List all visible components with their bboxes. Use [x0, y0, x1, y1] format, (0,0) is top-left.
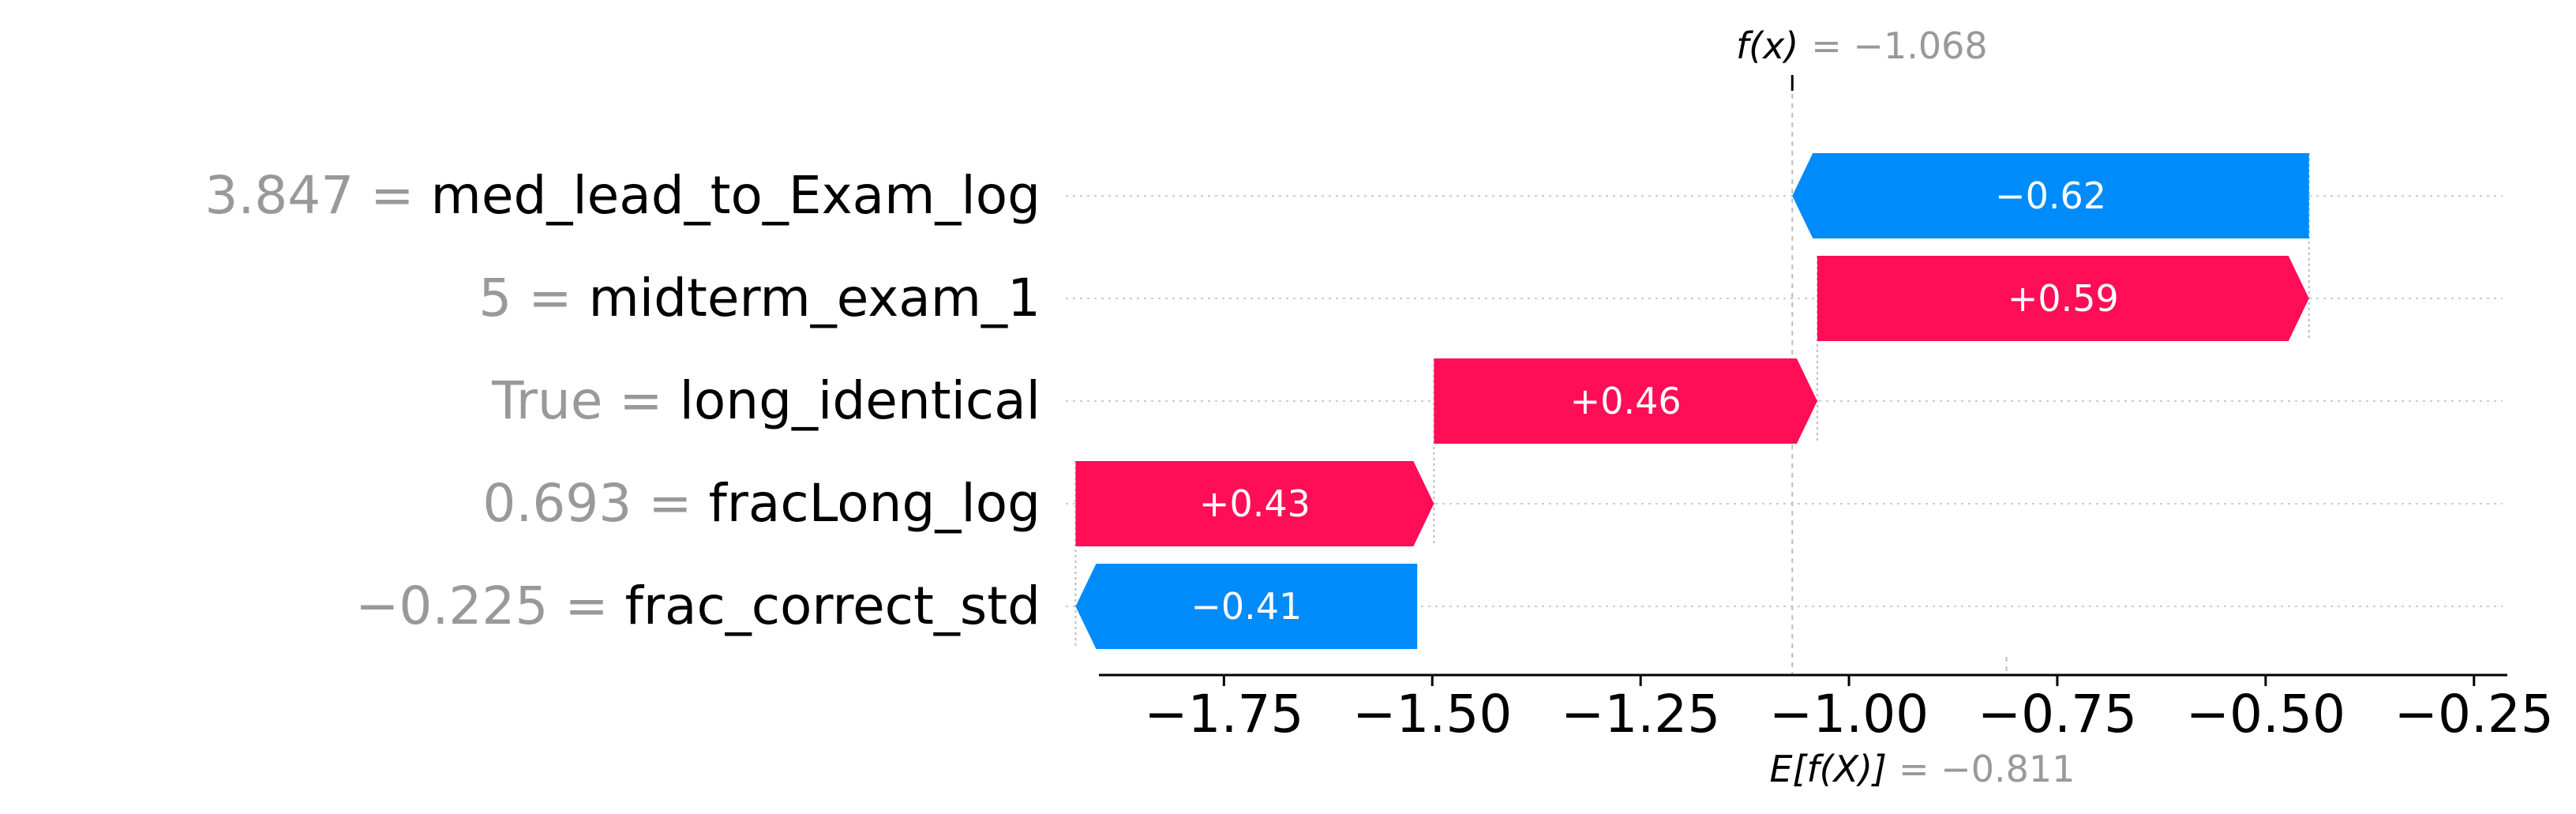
x-tick-label: −1.00: [1769, 684, 1929, 745]
feature-value: 3.847 =: [204, 165, 430, 226]
ex-value: = −0.811: [1899, 748, 2075, 790]
bar-value-label: +0.46: [1570, 380, 1682, 422]
feature-name: med_lead_to_Exam_log: [431, 165, 1041, 226]
feature-label: 3.847 = med_lead_to_Exam_log: [204, 165, 1041, 226]
bar-value-label: +0.59: [2008, 277, 2119, 320]
fx-annotation: f(x) = −1.068: [1736, 24, 1988, 67]
feature-labels: 3.847 = med_lead_to_Exam_log 5 = midterm_…: [204, 165, 1041, 636]
feature-value: 5 =: [478, 268, 588, 328]
x-tick-label: −0.50: [2186, 684, 2345, 745]
bar-value-label: +0.43: [1199, 482, 1310, 525]
x-tick-label: −1.25: [1561, 684, 1720, 745]
ex-label: E[f(X)]: [1769, 748, 1887, 790]
feature-label: True = long_identical: [491, 370, 1041, 431]
positive-bar: [1075, 461, 1434, 546]
feature-name: frac_correct_std: [625, 576, 1041, 636]
bars: −0.62 +0.59 +0.46 +0.43 −0.41: [1075, 153, 2309, 649]
feature-label: 5 = midterm_exam_1: [478, 268, 1041, 328]
feature-label: −0.225 = frac_correct_std: [355, 576, 1041, 636]
feature-name: long_identical: [680, 370, 1041, 431]
fx-value: = −1.068: [1811, 24, 1987, 67]
x-tick-label: −1.75: [1144, 684, 1303, 745]
reference-lines: [1074, 75, 2310, 675]
negative-bar: [1792, 153, 2309, 238]
negative-bar: [1075, 564, 1418, 649]
feature-value: True =: [491, 370, 679, 431]
ex-annotation: E[f(X)] = −0.811: [1769, 748, 2075, 790]
feature-value: 0.693 =: [482, 473, 708, 534]
x-tick-label: −0.25: [2394, 684, 2554, 745]
x-tick-label: −0.75: [1978, 684, 2137, 745]
feature-label: 0.693 = fracLong_log: [482, 473, 1041, 534]
positive-bar: [1434, 358, 1817, 444]
bar-value-label: −0.62: [1995, 174, 2106, 217]
positive-bar: [1817, 256, 2309, 341]
feature-name: fracLong_log: [709, 473, 1041, 534]
x-tick-label: −1.50: [1352, 684, 1512, 745]
feature-value: −0.225 =: [355, 576, 625, 636]
fx-label: f(x): [1736, 24, 1798, 67]
bar-value-label: −0.41: [1191, 585, 1302, 628]
x-axis: −1.75 −1.50 −1.25 −1.00 −0.75 −0.50 −0.25: [1099, 673, 2554, 745]
feature-name: midterm_exam_1: [588, 268, 1041, 328]
